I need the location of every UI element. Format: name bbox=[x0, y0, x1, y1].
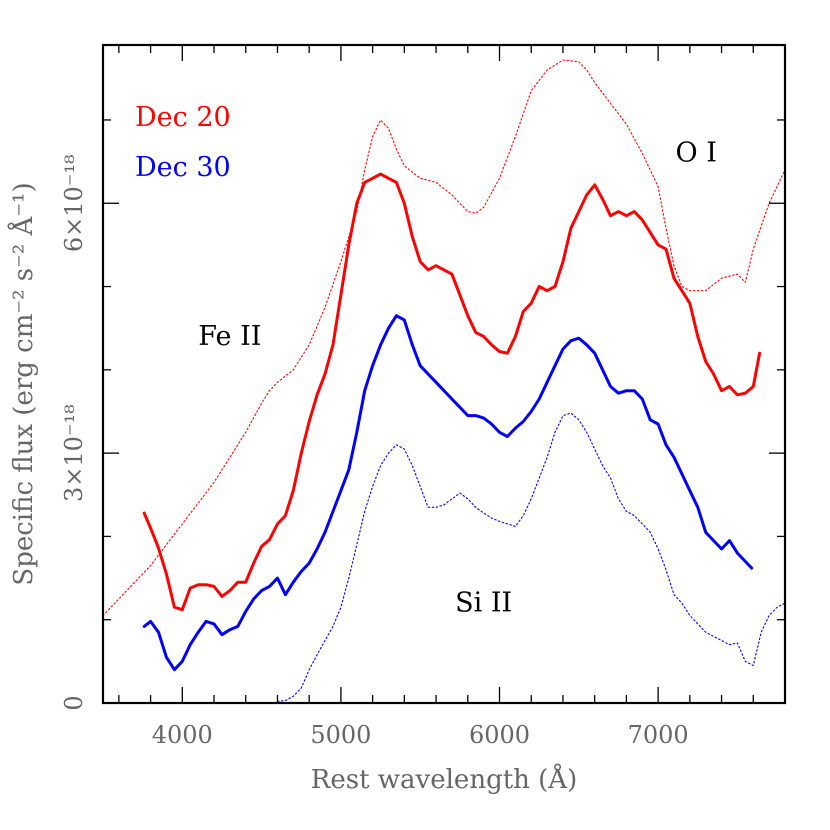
labels-layer: 4000 5000 6000 7000 0 3×10⁻¹⁸ 6×10⁻¹⁸ bbox=[60, 154, 689, 749]
spectrum-series-0 bbox=[142, 172, 762, 612]
annotations: Fe II O I Si II bbox=[198, 138, 717, 619]
spectrum-series-1 bbox=[142, 314, 754, 672]
x-tick-label: 6000 bbox=[469, 721, 530, 749]
series-layer bbox=[102, 59, 786, 702]
y-tick-label: 3×10⁻¹⁸ bbox=[60, 404, 88, 502]
y-tick-label: 0 bbox=[60, 695, 88, 710]
annotation-label: Fe II bbox=[198, 321, 261, 352]
legend-entry: Dec 30 bbox=[135, 152, 231, 183]
x-tick-label: 5000 bbox=[310, 721, 371, 749]
x-tick-label: 7000 bbox=[628, 721, 689, 749]
y-axis-title: Specific flux (erg cm⁻² s⁻² Å⁻¹) bbox=[7, 182, 39, 585]
model-series-3 bbox=[276, 412, 786, 702]
legend-entry: Dec 20 bbox=[135, 102, 231, 133]
annotation-label: O I bbox=[675, 138, 716, 169]
x-tick-label: 4000 bbox=[152, 721, 213, 749]
model-series-2 bbox=[102, 59, 786, 617]
x-axis-title: Rest wavelength (Å) bbox=[311, 763, 577, 795]
y-tick-label: 6×10⁻¹⁸ bbox=[60, 154, 88, 252]
annotation-label: Si II bbox=[455, 587, 512, 618]
legend: Dec 20 Dec 30 bbox=[135, 102, 231, 183]
plot-frame bbox=[101, 43, 787, 705]
ticks-layer bbox=[103, 45, 786, 704]
